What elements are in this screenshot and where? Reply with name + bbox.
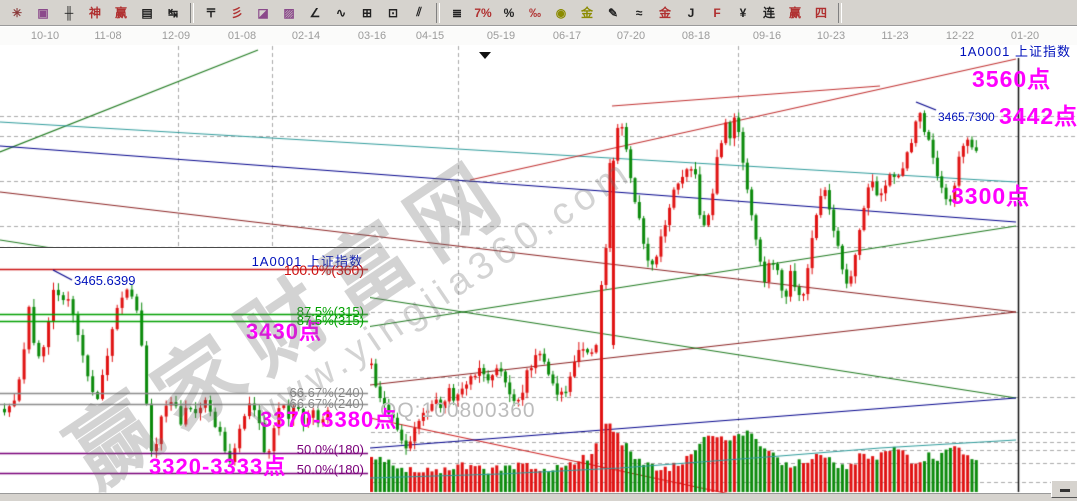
yen-angle-icon[interactable]: ¥ xyxy=(739,5,747,20)
level-3430-label: 3430点 xyxy=(246,319,322,344)
si-angle-icon[interactable]: 四 xyxy=(814,6,827,20)
inset-chart-canvas[interactable] xyxy=(0,248,370,501)
grid-tool-icon[interactable]: ⊞ xyxy=(361,5,373,20)
date-tick-label: 10-10 xyxy=(30,30,60,42)
gann-fan-icon[interactable]: ◪ xyxy=(257,5,269,20)
inset-symbol-label: 1A0001 上证指数 xyxy=(251,254,363,269)
level-3370-3380-label: 3370-3380点 xyxy=(260,407,398,432)
date-tick-label: 03-16 xyxy=(357,30,387,42)
tbox-tool-icon[interactable]: 〒 xyxy=(204,6,217,20)
fib-level-label: 87.5%(315) xyxy=(296,313,364,328)
inset-chart-window[interactable]: 1A0001 上证指数 3465.6399 3430点 3370-3380点 3… xyxy=(0,247,396,501)
shen-tool-icon[interactable]: 神 xyxy=(88,6,101,20)
date-tick-label: 01-08 xyxy=(227,30,257,42)
date-tick-label: 08-18 xyxy=(681,30,711,42)
gann-grid-icon[interactable]: ▣ xyxy=(37,5,49,20)
level-3560-label: 3560点 xyxy=(972,66,1052,92)
ruler-123-icon[interactable]: ▤ xyxy=(141,5,153,20)
horizontal-scrollbar[interactable] xyxy=(0,493,1077,501)
ying-tool-icon[interactable]: 赢 xyxy=(114,6,127,20)
date-tick-label: 11-08 xyxy=(94,30,122,42)
level-3300-label: 3300点 xyxy=(951,183,1031,209)
ying-angle-icon[interactable]: 赢 xyxy=(788,6,801,20)
date-tick-label: 12-22 xyxy=(945,30,975,42)
date-tick-label: 11-23 xyxy=(881,30,909,42)
width-measure-icon[interactable]: ↹ xyxy=(167,5,179,20)
date-tick-label: 07-20 xyxy=(616,30,646,42)
drawing-toolbar: ✳ ▣ ╫ 神赢 ▤ ↹ 〒彡 ◪ ▨ ∠ ∿ ⊞ ⊡ ⫽ ≣ 7%% ‰ ◉ 金 ✎ ≈ 金 J F ¥ 连赢四 xyxy=(0,0,1077,26)
date-tick-label: 01-20 xyxy=(1010,30,1040,42)
inset-high-price-label: 3465.6399 xyxy=(74,273,136,288)
toolbar-separator xyxy=(838,2,842,23)
star-burst-icon[interactable]: ✳ xyxy=(11,5,23,20)
volume-profile-icon[interactable]: ≣ xyxy=(451,5,463,20)
grid-box-icon[interactable]: ⊡ xyxy=(387,5,399,20)
level-3442-label: 3442点 xyxy=(999,103,1077,129)
date-tick-label: 05-19 xyxy=(486,30,516,42)
f-angle-icon[interactable]: F xyxy=(713,5,721,20)
j-angle-icon[interactable]: J xyxy=(687,5,695,20)
angle-lines-icon[interactable]: ∠ xyxy=(309,5,321,20)
fib-level-label: 87.5%(315) xyxy=(296,304,364,319)
gold-lines-icon[interactable]: 金 xyxy=(580,6,593,20)
date-tick-label: 06-17 xyxy=(552,30,582,42)
gold-circle-icon[interactable]: ◉ xyxy=(555,5,567,20)
toolbar-separator xyxy=(436,2,440,23)
fib-level-label: 50.0%(180) xyxy=(296,462,364,477)
percent7-icon[interactable]: 7% xyxy=(474,5,492,20)
level-3320-3333-label: 3320-3333点 xyxy=(149,454,287,479)
main-symbol-label: 1A0001 上证指数 xyxy=(959,44,1071,59)
date-tick-label: 12-09 xyxy=(161,30,191,42)
main-high-price-label: 3465.7300 xyxy=(938,110,995,124)
date-tick-label: 10-23 xyxy=(816,30,846,42)
parallel-lines-icon[interactable]: ⫽ xyxy=(416,5,422,19)
gold-underline-icon[interactable]: 金 xyxy=(658,6,671,20)
permille-icon[interactable]: ‰ xyxy=(529,5,541,20)
toolbar-separator xyxy=(190,2,194,23)
gann-box-icon[interactable]: ▨ xyxy=(283,5,295,20)
date-tick-label: 09-16 xyxy=(752,30,782,42)
percent-icon[interactable]: % xyxy=(503,5,515,20)
lian-angle-icon[interactable]: 连 xyxy=(762,6,775,20)
kline-tool-icon[interactable]: ╫ xyxy=(64,5,74,20)
pen-tool-icon[interactable]: ✎ xyxy=(607,5,619,20)
fib-level-label: 66.67%(240) xyxy=(289,385,364,400)
fib-level-label: 66.67%(240) xyxy=(289,396,364,411)
date-tick-label: 02-14 xyxy=(291,30,321,42)
fib-level-label: 100.0%(360) xyxy=(283,262,364,278)
scrollbar-handle[interactable]: ▬ xyxy=(1051,480,1077,498)
wave-tool-icon[interactable]: ≈ xyxy=(635,5,643,20)
marker-triangle-icon xyxy=(479,52,491,59)
fan-rays-icon[interactable]: 彡 xyxy=(230,6,243,20)
date-tick-label: 04-15 xyxy=(415,30,445,42)
date-axis: 10-10 11-08 12-09 01-08 02-14 03-16 04-15 05-19… xyxy=(0,27,1077,45)
qq-watermark: QQ:100800360 xyxy=(380,399,536,422)
fib-level-label: 50.0%(180) xyxy=(296,442,364,457)
zigzag-wave-icon[interactable]: ∿ xyxy=(335,5,347,20)
